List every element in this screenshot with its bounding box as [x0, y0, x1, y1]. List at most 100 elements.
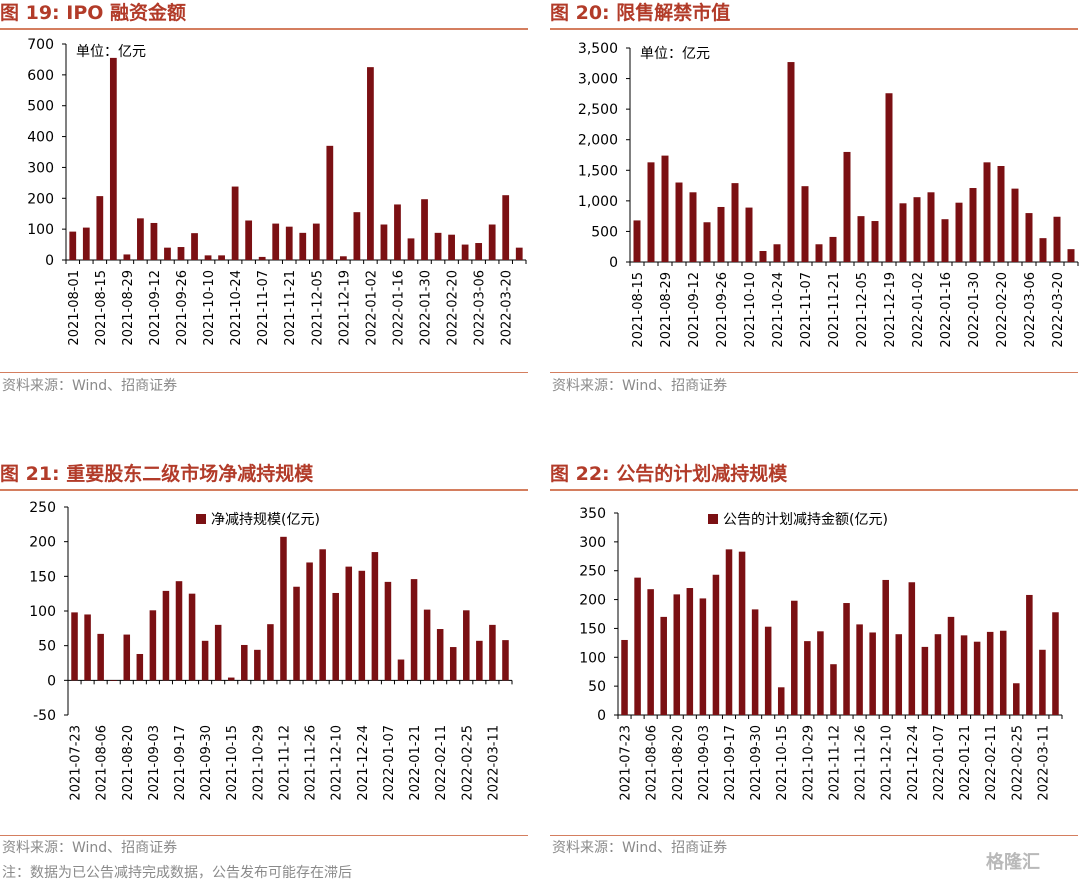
x-tick-label: 2021-11-12: [827, 725, 842, 801]
x-tick-label: 2021-08-29: [121, 270, 136, 346]
x-tick-label: 2021-08-01: [67, 270, 82, 346]
x-tick-label: 2021-09-03: [147, 725, 162, 801]
bar: [1039, 649, 1046, 715]
bar: [661, 155, 669, 262]
y-tick-label: 500: [27, 99, 54, 115]
bar: [109, 57, 117, 260]
x-tick-label: 2021-08-06: [645, 725, 660, 801]
bar: [380, 224, 388, 260]
bar: [489, 624, 496, 681]
bar: [423, 609, 431, 681]
x-tick-label: 2022-03-20: [500, 270, 515, 346]
x-tick-label: 2021-11-26: [304, 725, 319, 801]
y-tick-label: 0: [609, 255, 618, 271]
bar: [699, 598, 707, 715]
bar: [843, 151, 851, 262]
x-tick-label: 2021-11-07: [256, 270, 271, 346]
bar: [463, 610, 470, 681]
bar: [871, 221, 879, 262]
x-tick-label: 2021-09-30: [749, 725, 764, 801]
bar: [358, 570, 366, 681]
y-tick-label: 150: [579, 621, 606, 637]
x-tick-label: 2021-09-03: [697, 725, 712, 801]
bar: [1039, 238, 1047, 262]
x-tick-label: 2021-09-30: [199, 725, 214, 801]
y-tick-label: 100: [27, 222, 54, 238]
x-tick-label: 2022-01-07: [932, 725, 947, 801]
figure-title: 图 19: IPO 融资金额: [0, 2, 187, 24]
chart-panel: 图 22: 公告的计划减持规模 0 50 100 150 200 250 300 350 202…: [550, 461, 1080, 861]
x-tick-label: 2022-02-20: [995, 272, 1010, 348]
x-tick-label: 2021-10-29: [251, 725, 266, 801]
bar: [461, 244, 469, 260]
bar: [312, 223, 320, 260]
bar: [927, 192, 935, 262]
x-tick-label: 2022-03-11: [1036, 725, 1051, 801]
bar: [686, 588, 694, 715]
chart-panel: 图 21: 重要股东二级市场净减持规模 -50 0 50 100 150 200 250 20…: [0, 461, 530, 881]
bar: [913, 197, 921, 262]
bar: [164, 247, 171, 260]
bar: [751, 609, 759, 715]
bar: [660, 616, 667, 715]
bar: [267, 624, 274, 681]
x-tick-label: 2021-10-24: [771, 272, 786, 348]
source-note: 资料来源：Wind、招商证券: [2, 378, 178, 394]
bar: [791, 600, 798, 715]
bar: [1025, 213, 1033, 262]
bar: [960, 635, 968, 715]
legend-label: 公告的计划减持金额(亿元): [723, 512, 888, 528]
bar: [647, 589, 654, 715]
bar: [82, 227, 90, 260]
x-tick-label: 2021-08-20: [121, 725, 136, 801]
y-tick-label: -50: [33, 708, 56, 724]
bar: [1053, 216, 1061, 262]
x-tick-label: 2021-08-20: [671, 725, 686, 801]
bar: [712, 574, 720, 715]
y-tick-label: 500: [591, 224, 618, 240]
bar: [856, 624, 863, 715]
bar: [367, 67, 374, 260]
x-tick-label: 2022-01-02: [911, 272, 926, 348]
title-rule: [550, 28, 1078, 30]
bar: [201, 640, 209, 681]
bar: [136, 653, 144, 681]
bar: [177, 247, 185, 260]
x-tick-label: 2021-07-23: [69, 725, 84, 801]
bar: [407, 238, 415, 260]
bar: [804, 641, 811, 715]
bar: [745, 207, 753, 262]
bar: [738, 551, 746, 715]
bar: [299, 232, 307, 260]
bar: [647, 162, 655, 262]
source-rule: [0, 835, 528, 836]
x-tick-label: 2021-10-15: [775, 725, 790, 801]
bar: [272, 223, 280, 260]
y-tick-label: 100: [29, 604, 56, 620]
y-tick-label: 3,000: [578, 72, 618, 88]
chart-panel: 图 20: 限售解禁市值 0 500 1,000 1,500 2,000 2,500 3,0…: [550, 0, 1080, 400]
bar: [353, 212, 361, 260]
chart-panel: 图 19: IPO 融资金额 0 100 200 300 400 500 600 700 202…: [0, 0, 530, 400]
y-tick-label: 700: [27, 37, 54, 53]
y-tick-label: 200: [27, 191, 54, 207]
bar-chart: 0 100 200 300 400 500 600 700 2021-08-01 2021-08-…: [27, 37, 527, 346]
bar: [882, 579, 889, 715]
bar: [280, 536, 287, 681]
x-tick-label: 2022-03-06: [1023, 272, 1038, 348]
x-tick-label: 2021-12-10: [330, 725, 345, 801]
bar: [675, 182, 683, 262]
bar: [123, 634, 131, 681]
bar: [137, 218, 144, 260]
y-tick-label: 250: [29, 500, 56, 516]
bar: [421, 199, 428, 260]
x-tick-label: 2021-11-26: [854, 725, 869, 801]
watermark-logo: 格隆汇: [986, 852, 1040, 873]
bar: [1026, 594, 1033, 715]
y-tick-label: 0: [597, 708, 606, 724]
bar: [326, 145, 334, 260]
bar: [773, 244, 781, 262]
bar: [869, 632, 876, 715]
bar: [345, 566, 353, 681]
x-tick-label: 2022-01-21: [408, 725, 423, 801]
